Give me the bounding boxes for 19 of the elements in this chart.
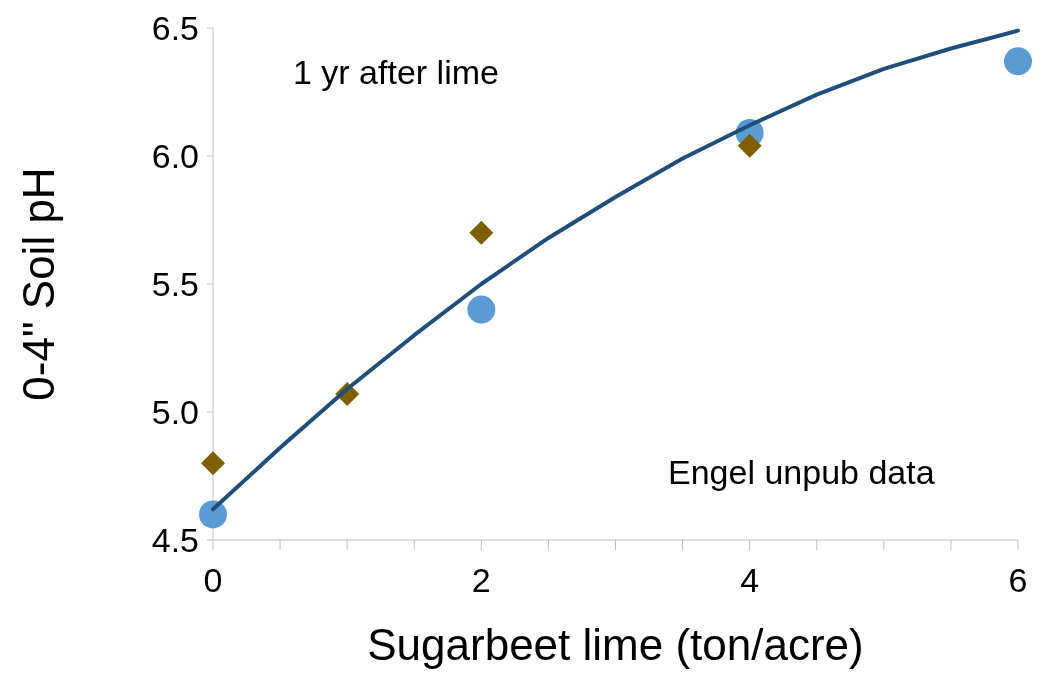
y-tick-label: 4.5 [151, 521, 199, 560]
point [199, 500, 227, 529]
x-tick-label: 6 [1008, 561, 1028, 600]
x-tick-label: 4 [740, 561, 760, 600]
y-tick-label: 5.5 [151, 265, 199, 304]
x-tick-label: 0 [203, 561, 223, 600]
point [467, 295, 496, 324]
point [1004, 47, 1032, 76]
annotation: 1 yr after lime [293, 53, 499, 92]
point [737, 133, 762, 158]
annotation: Engel unpub data [668, 453, 935, 492]
y-axis-title: 0-4" Soil pH [13, 167, 63, 401]
x-axis-title: Sugarbeet lime (ton/acre) [367, 620, 864, 669]
point [469, 220, 494, 245]
y-tick-label: 6.0 [151, 137, 199, 176]
y-tick-label: 6.5 [151, 9, 199, 48]
x-tick-label: 2 [471, 561, 491, 600]
y-tick-label: 5.0 [151, 393, 199, 432]
point [201, 451, 225, 476]
